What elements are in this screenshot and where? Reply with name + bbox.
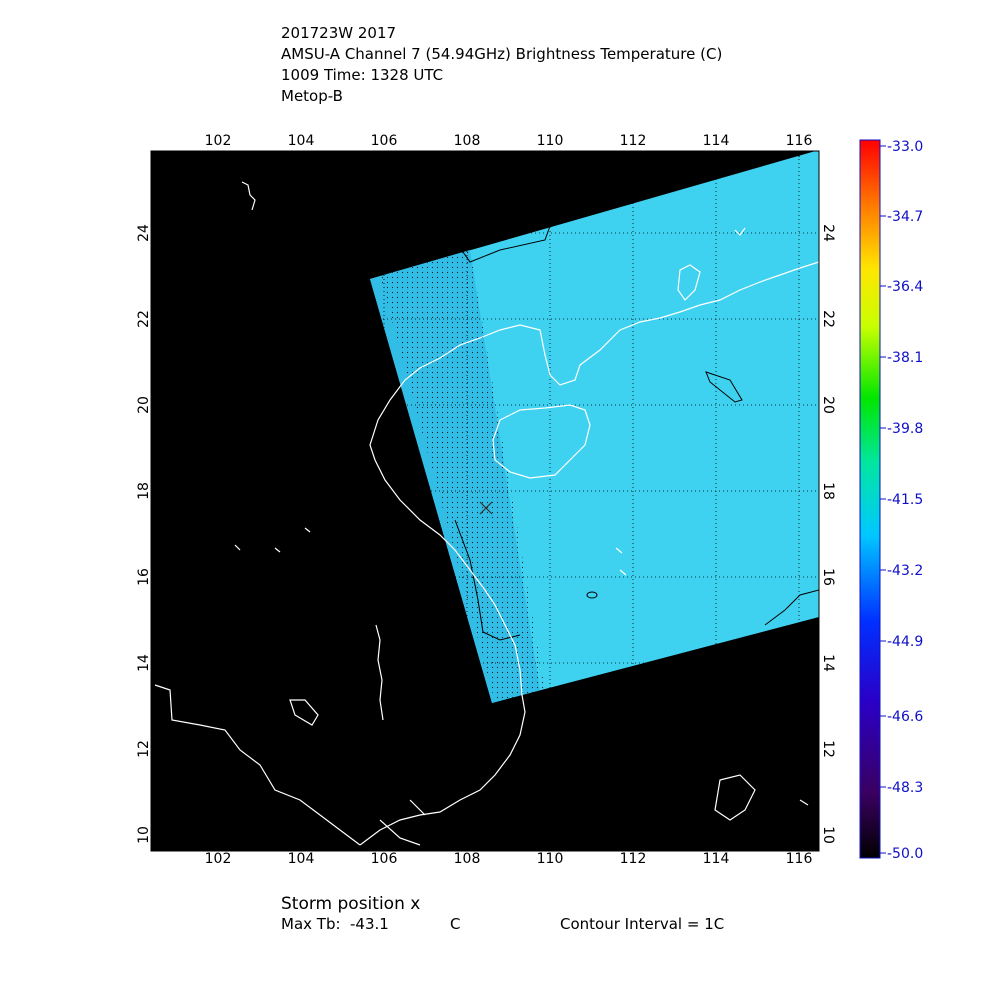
lat-label-right: 12 [820, 740, 836, 758]
lat-label-left: 22 [136, 310, 152, 328]
lon-label-top: 112 [620, 133, 647, 149]
colorbar-label: -48.3 [887, 780, 923, 796]
storm-position-marker [479, 501, 493, 515]
lat-label-right: 20 [820, 396, 836, 414]
coastlines [154, 181, 819, 846]
colorbar-label: -46.6 [887, 709, 923, 725]
title-channel: AMSU-A Channel 7 (54.94GHz) Brightness T… [281, 45, 723, 63]
colorbar-labels: -33.0 -34.7 -36.4 -38.1 -39.8 -41.5 -43.… [887, 139, 923, 862]
lon-label-bottom: 106 [371, 851, 398, 867]
contour-interval: Contour Interval = 1C [560, 915, 725, 933]
lon-labels-top: 102 104 106 108 110 112 114 116 [205, 133, 813, 149]
lat-label-right: 14 [820, 654, 836, 672]
lat-labels-right: 10 12 14 16 18 20 22 24 [820, 224, 836, 844]
lat-label-right: 16 [820, 568, 836, 586]
lon-label-bottom: 104 [288, 851, 315, 867]
lat-label-left: 20 [136, 396, 152, 414]
lon-label-bottom: 112 [620, 851, 647, 867]
colorbar [859, 139, 881, 859]
colorbar-label: -39.8 [887, 421, 923, 437]
colorbar-label: -44.9 [887, 634, 923, 650]
lat-labels-left: 10 12 14 16 18 20 22 24 [136, 224, 152, 844]
tick-marks [217, 151, 800, 851]
colorbar-label: -38.1 [887, 350, 923, 366]
title-time: 1009 Time: 1328 UTC [281, 66, 444, 84]
lon-label-bottom: 108 [454, 851, 481, 867]
lat-label-left: 14 [136, 654, 152, 672]
graticule [151, 151, 819, 851]
swath-stipple [380, 250, 545, 702]
lon-label-top: 102 [205, 133, 232, 149]
lat-label-left: 16 [136, 568, 152, 586]
lat-label-right: 18 [820, 482, 836, 500]
max-tb-label: Max Tb: [281, 915, 341, 933]
lon-label-top: 106 [371, 133, 398, 149]
lon-label-top: 114 [703, 133, 730, 149]
title-storm-id: 201723W 2017 [281, 24, 397, 42]
colorbar-label: -41.5 [887, 492, 923, 508]
max-tb-value: -43.1 [350, 915, 389, 933]
map-frame [150, 150, 820, 852]
lon-label-bottom: 110 [537, 851, 564, 867]
lon-label-bottom: 102 [205, 851, 232, 867]
lat-label-left: 12 [136, 740, 152, 758]
lat-label-left: 24 [136, 224, 152, 242]
storm-position-legend: Storm position x [281, 894, 421, 914]
lat-label-right: 10 [820, 826, 836, 844]
lat-label-right: 22 [820, 310, 836, 328]
lat-label-left: 10 [136, 826, 152, 844]
lon-label-top: 104 [288, 133, 315, 149]
lon-label-top: 116 [786, 133, 813, 149]
lat-label-right: 24 [820, 224, 836, 242]
colorbar-label: -33.0 [887, 139, 923, 155]
colorbar-label: -50.0 [887, 846, 923, 862]
lon-labels-bottom: 102 104 106 108 110 112 114 116 [205, 851, 813, 867]
colorbar-label: -43.2 [887, 563, 923, 579]
colorbar-label: -36.4 [887, 279, 923, 295]
lat-label-left: 18 [136, 482, 152, 500]
max-tb-unit: C [450, 915, 461, 933]
lon-label-bottom: 114 [703, 851, 730, 867]
contour-lines [454, 225, 819, 641]
colorbar-label: -34.7 [887, 209, 923, 225]
lon-label-top: 108 [454, 133, 481, 149]
colorbar-ticks [880, 145, 886, 854]
lon-label-top: 110 [537, 133, 564, 149]
title-satellite: Metop-B [281, 87, 343, 105]
lon-label-bottom: 116 [786, 851, 813, 867]
